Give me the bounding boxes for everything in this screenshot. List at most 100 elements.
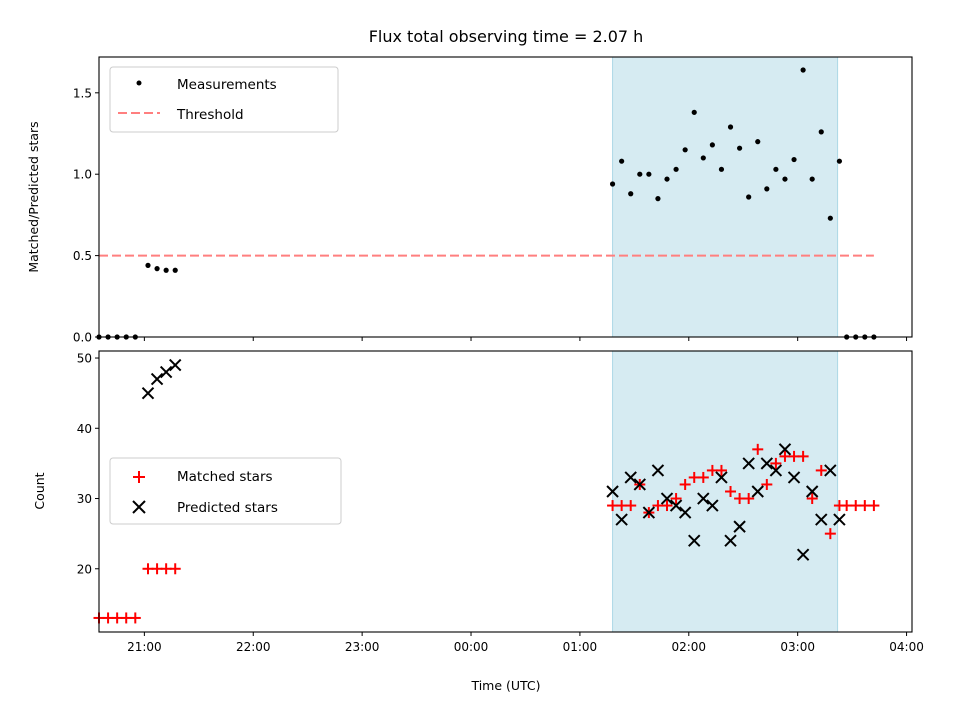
predicted-star-point bbox=[606, 485, 619, 498]
predicted-star-point bbox=[724, 534, 737, 547]
bottom-y-tick-label: 40 bbox=[77, 422, 92, 436]
matched-star-point bbox=[815, 464, 827, 476]
measurement-point bbox=[673, 166, 679, 172]
measurement-point bbox=[172, 267, 178, 273]
predicted-star-point bbox=[833, 513, 846, 526]
predicted-star-point bbox=[787, 471, 801, 484]
predicted-star-point bbox=[760, 457, 774, 470]
measurement-point bbox=[609, 181, 616, 187]
top-axes-frame bbox=[98, 56, 913, 338]
bottom-x-tick-label: 23:00 bbox=[345, 640, 380, 654]
matched-star-point bbox=[169, 563, 181, 575]
predicted-star-point bbox=[715, 471, 728, 484]
legend-predicted-label: Predicted stars bbox=[177, 500, 278, 516]
bottom-x-tick-label: 22:00 bbox=[236, 640, 271, 654]
x-axis-label: Time (UTC) bbox=[470, 678, 540, 693]
measurement-point bbox=[782, 176, 788, 182]
bottom-legend-box bbox=[109, 457, 342, 525]
bottom-axes-frame bbox=[98, 350, 913, 633]
matched-star-point bbox=[770, 457, 782, 469]
predicted-star-point bbox=[642, 506, 656, 519]
measurement-point bbox=[773, 166, 779, 172]
measurement-point bbox=[827, 215, 833, 221]
bottom-x-tick-label: 02:00 bbox=[671, 640, 706, 654]
matched-star-point bbox=[661, 500, 673, 512]
measurement-point bbox=[682, 147, 688, 153]
bottom-x-tick-label: 03:00 bbox=[780, 640, 815, 654]
top-plot-marks bbox=[96, 67, 877, 340]
matched-star-point bbox=[824, 528, 836, 540]
measurement-point bbox=[700, 155, 706, 161]
bottom-x-tick-label: 21:00 bbox=[127, 640, 162, 654]
measurement-point bbox=[691, 109, 697, 115]
top-panel: 0.0 0.5 1.0 1.5 Matched/Predicted stars Mea… bbox=[26, 56, 913, 345]
top-x-ticks bbox=[143, 337, 908, 341]
predicted-star-point bbox=[697, 492, 710, 505]
predicted-star-point bbox=[769, 464, 783, 477]
matched-star-point bbox=[868, 500, 880, 512]
predicted-star-point bbox=[150, 372, 164, 386]
measurement-point bbox=[154, 266, 160, 272]
predicted-star-point bbox=[751, 485, 764, 498]
matched-star-point bbox=[797, 450, 809, 462]
bottom-panel: 20 30 40 50 21:00 22:00 23:00 00:00 01:00 02:00 0… bbox=[32, 350, 924, 693]
predicted-star-point bbox=[678, 506, 692, 519]
bottom-x-ticks: 21:00 22:00 23:00 00:00 01:00 02:00 03:00 04:00 bbox=[127, 632, 924, 654]
legend-measurements-marker bbox=[136, 80, 142, 86]
predicted-star-point bbox=[615, 513, 628, 526]
matched-star-point bbox=[625, 500, 637, 512]
predicted-star-point bbox=[805, 485, 819, 498]
predicted-star-point bbox=[660, 492, 674, 505]
measurement-point bbox=[619, 158, 625, 164]
bottom-x-tick-label: 00:00 bbox=[454, 640, 489, 654]
predicted-star-point bbox=[141, 386, 155, 400]
matched-star-point bbox=[670, 493, 682, 505]
measurement-point bbox=[764, 186, 770, 192]
top-legend: Measurements Threshold bbox=[109, 66, 339, 133]
top-shaded-interval bbox=[612, 56, 839, 338]
predicted-star-point bbox=[706, 499, 719, 512]
bottom-plot-marks bbox=[93, 358, 880, 624]
measurement-point bbox=[637, 171, 643, 177]
measurement-point bbox=[746, 194, 752, 200]
measurement-point bbox=[163, 267, 169, 273]
measurement-point bbox=[836, 158, 843, 164]
bottom-y-ticks: 20 30 40 50 bbox=[77, 352, 99, 576]
measurement-point bbox=[791, 156, 797, 163]
predicted-star-point bbox=[159, 365, 173, 379]
bottom-x-tick-label: 01:00 bbox=[563, 640, 598, 654]
predicted-star-point bbox=[733, 520, 746, 533]
measurement-point bbox=[818, 129, 824, 135]
predicted-star-point bbox=[796, 548, 810, 561]
top-y-tick-label: 0.0 bbox=[73, 331, 92, 345]
matched-star-point bbox=[715, 464, 727, 476]
predicted-star-point bbox=[624, 471, 637, 484]
legend-threshold-label: Threshold bbox=[176, 107, 244, 123]
legend-measurements-label: Measurements bbox=[177, 77, 277, 93]
measurement-point bbox=[809, 176, 815, 182]
top-y-tick-label: 1.5 bbox=[73, 86, 92, 100]
matched-star-point bbox=[761, 478, 773, 490]
matched-star-point bbox=[752, 443, 764, 455]
predicted-star-point bbox=[824, 464, 837, 477]
legend-matched-label: Matched stars bbox=[177, 469, 273, 485]
predicted-star-point bbox=[742, 457, 755, 470]
top-y-ticks: 0.0 0.5 1.0 1.5 bbox=[73, 86, 99, 345]
measurement-point bbox=[727, 124, 734, 130]
matched-star-point bbox=[679, 478, 691, 490]
bottom-y-axis-label: Count bbox=[32, 472, 47, 509]
bottom-y-tick-label: 50 bbox=[77, 352, 92, 366]
measurement-point bbox=[755, 139, 761, 145]
measurement-point bbox=[145, 262, 151, 268]
measurement-point bbox=[655, 196, 661, 202]
bottom-x-tick-label: 04:00 bbox=[889, 640, 924, 654]
measurement-point bbox=[737, 145, 743, 151]
measurement-point bbox=[709, 142, 715, 148]
matched-star-point bbox=[806, 493, 818, 505]
predicted-star-point bbox=[778, 443, 792, 456]
measurement-point bbox=[664, 176, 670, 182]
predicted-star-point bbox=[669, 499, 683, 512]
legend-predicted-marker bbox=[132, 500, 146, 514]
measurement-point bbox=[628, 191, 634, 197]
